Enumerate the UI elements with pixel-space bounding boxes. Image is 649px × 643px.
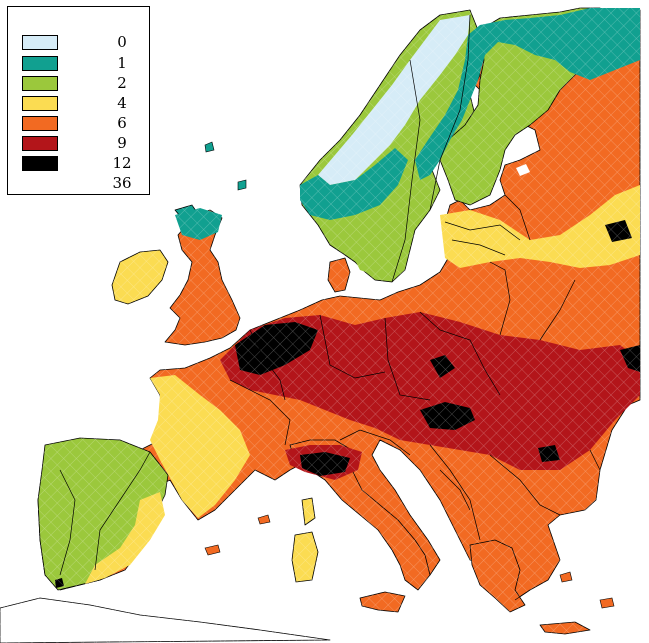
legend-swatch bbox=[22, 35, 58, 50]
legend-label: 6 bbox=[117, 114, 127, 132]
legend-item: 1 bbox=[22, 54, 146, 72]
legend-item: 9 bbox=[22, 134, 146, 152]
legend-item: 4 bbox=[22, 94, 146, 112]
legend-label: 12 bbox=[112, 154, 132, 172]
legend-item: 12 bbox=[22, 154, 146, 172]
legend-swatch bbox=[22, 96, 58, 111]
legend-label: 9 bbox=[117, 134, 127, 152]
legend-swatch bbox=[22, 156, 58, 171]
legend-swatch bbox=[22, 56, 58, 71]
legend-swatch bbox=[22, 76, 58, 91]
legend-swatch bbox=[22, 136, 58, 151]
legend-label: 0 bbox=[117, 33, 127, 51]
legend-item: 0 bbox=[22, 33, 146, 51]
legend-item: 36 bbox=[22, 174, 146, 192]
islands bbox=[204, 141, 615, 609]
legend: 0 1 2 4 6 9 12 36 bbox=[7, 6, 150, 195]
legend-label: 36 bbox=[112, 174, 132, 192]
legend-swatch bbox=[22, 116, 58, 131]
country-borders bbox=[59, 14, 601, 601]
legend-label: 4 bbox=[117, 94, 127, 112]
legend-label: 2 bbox=[117, 74, 127, 92]
legend-item: 2 bbox=[22, 74, 146, 92]
legend-label: 1 bbox=[117, 54, 127, 72]
legend-item: 6 bbox=[22, 114, 146, 132]
